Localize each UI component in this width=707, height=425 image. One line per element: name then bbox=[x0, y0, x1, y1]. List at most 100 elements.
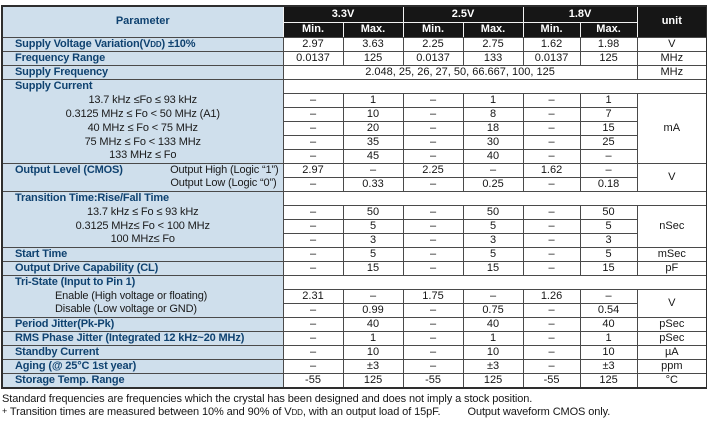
value-cell: 1 bbox=[579, 330, 638, 346]
voltage-group-header-2v5: 2.5V bbox=[402, 5, 524, 23]
footnote-line-2b: Output waveform CMOS only. bbox=[467, 405, 611, 418]
param-cell: 100 MHz≤ Fo bbox=[1, 233, 284, 247]
unit-cell: pSec bbox=[636, 330, 707, 346]
value-cell: 10 bbox=[462, 344, 524, 360]
value-cell: 0.18 bbox=[579, 176, 638, 192]
value-cell: – bbox=[402, 106, 464, 122]
value-cell: – bbox=[522, 302, 581, 318]
table-row: Transition Time:Rise/Fall Time bbox=[1, 190, 707, 206]
param-cell: 75 MHz ≤ Fo < 133 MHz bbox=[1, 135, 284, 149]
value-cell: 7 bbox=[579, 106, 638, 122]
value-cell: – bbox=[282, 302, 344, 318]
table-row: Aging (@ 25°C 1st year) – ±3– ±3– ±3 ppm bbox=[1, 358, 707, 374]
value-cell: 15 bbox=[462, 260, 524, 276]
param-cell: 0.3125 MHz ≤ Fo < 50 MHz (A1) bbox=[1, 107, 284, 121]
value-cell: 10 bbox=[342, 106, 404, 122]
table-row: 13.7 kHz ≤Fo ≤ 93 kHz –1–1–1 mA bbox=[1, 92, 707, 164]
value-cell: 0.25 bbox=[462, 176, 524, 192]
param-cell: 13.7 kHz ≤Fo ≤ 93 kHz bbox=[1, 93, 284, 107]
table-row: 0.3125 MHz ≤ Fo < 50 MHz (A1) –10–8–7 bbox=[1, 106, 707, 122]
value-cell: 125 bbox=[342, 372, 404, 388]
value-cell: – bbox=[282, 260, 344, 276]
value-cell: 5 bbox=[579, 246, 638, 262]
value-cell: – bbox=[462, 162, 524, 178]
value-cell: 2.25 bbox=[402, 162, 464, 178]
value-cell: 40 bbox=[462, 316, 524, 332]
value-cell: – bbox=[282, 176, 344, 192]
table-row: 0.3125 MHz≤ Fo < 100 MHz –5–5–5 bbox=[1, 218, 707, 234]
voltage-group-header-3v3: 3.3V bbox=[282, 5, 404, 23]
param-cell: Enable (High voltage or floating) bbox=[1, 289, 284, 303]
value-cell: – bbox=[522, 330, 581, 346]
value-cell: – bbox=[522, 218, 581, 234]
value-cell: 5 bbox=[342, 246, 404, 262]
value-cell: – bbox=[282, 134, 344, 150]
value-cell: – bbox=[522, 260, 581, 276]
value-cell: – bbox=[282, 218, 344, 234]
value-cell: – bbox=[282, 232, 344, 248]
value-cell: 0.33 bbox=[342, 176, 404, 192]
table-row: Start Time –5–5–5 mSec bbox=[1, 246, 707, 262]
value-cell: – bbox=[522, 148, 581, 164]
value-cell: – bbox=[282, 106, 344, 122]
param-cell: Disable (Low voltage or GND) bbox=[1, 303, 284, 317]
value-cell: 1 bbox=[342, 92, 404, 108]
value-cell: – bbox=[402, 92, 464, 108]
table-row: Supply Voltage Variation(VDD) ±10% 2.97 3.… bbox=[1, 36, 707, 52]
table-row: Output Drive Capability (CL) –15–15–15 pF bbox=[1, 260, 707, 276]
value-cell: 1.62 bbox=[522, 36, 581, 52]
value-cell: – bbox=[522, 246, 581, 262]
table-row: Tri-State (Input to Pin 1) bbox=[1, 274, 707, 290]
footnote-line-2-text: Transition times are measured between 10… bbox=[9, 405, 441, 418]
value-cell: – bbox=[402, 148, 464, 164]
value-cell: – bbox=[522, 134, 581, 150]
value-cell: 1 bbox=[342, 330, 404, 346]
value-cell: – bbox=[282, 330, 344, 346]
value-cell: – bbox=[402, 176, 464, 192]
value-cell: 5 bbox=[462, 218, 524, 234]
max-header: Max. bbox=[462, 21, 524, 38]
param-cell: 133 MHz ≤ Fo bbox=[1, 149, 284, 163]
footnote-line-1: Standard frequencies are frequencies whi… bbox=[2, 392, 533, 405]
section-header-cell: Tri-State (Input to Pin 1) bbox=[1, 274, 284, 289]
unit-cell: pF bbox=[636, 260, 707, 276]
value-cell: 1.26 bbox=[522, 288, 581, 304]
footnote-marker: + bbox=[2, 405, 8, 416]
value-cell: – bbox=[522, 176, 581, 192]
table-row: Frequency Range 0.0137 125 0.0137 133 0.0137 1… bbox=[1, 50, 707, 66]
value-cell: – bbox=[522, 358, 581, 374]
table-row: Supply Current bbox=[1, 78, 707, 94]
table-row: Standby Current –10–10–10 µA bbox=[1, 344, 707, 360]
value-cell: 125 bbox=[579, 50, 638, 66]
section-header-cell: Supply Current bbox=[1, 78, 284, 93]
value-cell: 8 bbox=[462, 106, 524, 122]
param-cell: 13.7 kHz ≤ Fo ≤ 93 kHz bbox=[1, 205, 284, 219]
unit-cell: V bbox=[636, 36, 707, 52]
value-cell: – bbox=[402, 204, 464, 220]
value-cell: – bbox=[342, 162, 404, 178]
value-cell: 20 bbox=[342, 120, 404, 136]
unit-cell: ppm bbox=[636, 358, 707, 374]
value-cell: – bbox=[402, 232, 464, 248]
voltage-group-header-1v8: 1.8V bbox=[522, 5, 638, 23]
value-cell: – bbox=[402, 218, 464, 234]
param-cell: Output Drive Capability (CL) bbox=[1, 260, 284, 275]
value-cell: – bbox=[282, 344, 344, 360]
value-cell: 1 bbox=[462, 92, 524, 108]
value-cell: – bbox=[282, 92, 344, 108]
value-cell: 45 bbox=[342, 148, 404, 164]
value-cell: 125 bbox=[342, 50, 404, 66]
section-header-cell: Transition Time:Rise/Fall Time bbox=[1, 190, 284, 205]
value-cell: ±3 bbox=[342, 358, 404, 374]
value-cell: – bbox=[402, 120, 464, 136]
table-header: Parameter 3.3V 2.5V 1.8V unit Min. Max. … bbox=[1, 5, 707, 38]
value-cell: 25 bbox=[579, 134, 638, 150]
param-cell: Supply Frequency bbox=[1, 64, 284, 79]
value-cell: 2.31 bbox=[282, 288, 344, 304]
value-cell: – bbox=[462, 288, 524, 304]
table-row: 133 MHz ≤ Fo –45–40– – bbox=[1, 148, 707, 164]
value-cell: – bbox=[402, 330, 464, 346]
value-cell: 40 bbox=[462, 148, 524, 164]
value-cell: 125 bbox=[579, 372, 638, 388]
unit-cell: V bbox=[636, 288, 707, 318]
